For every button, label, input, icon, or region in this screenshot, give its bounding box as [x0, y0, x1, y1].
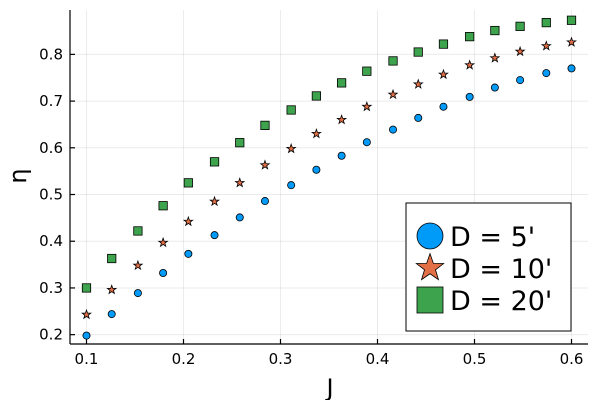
x-tick-label: 0.6 — [560, 350, 584, 368]
y-tick-label: 0.6 — [39, 139, 63, 157]
data-point — [387, 88, 399, 100]
data-point — [312, 165, 321, 174]
legend-marker — [415, 252, 445, 281]
data-point — [107, 253, 117, 264]
data-point — [182, 215, 194, 227]
axes — [69, 10, 588, 345]
data-point — [159, 268, 168, 277]
data-point — [490, 25, 500, 36]
data-point — [516, 76, 525, 85]
data-point — [337, 151, 346, 160]
data-point — [514, 45, 526, 57]
data-point — [133, 289, 142, 298]
data-point — [438, 68, 449, 80]
data-point — [362, 138, 371, 147]
legend-marker — [416, 222, 444, 250]
y-tick-label: 0.4 — [39, 232, 63, 250]
y-tick-label: 0.7 — [39, 92, 63, 110]
data-point — [540, 40, 552, 51]
data-point — [362, 66, 372, 76]
data-point — [132, 259, 144, 271]
data-point — [438, 39, 449, 49]
x-tick-label: 0.2 — [172, 350, 196, 368]
data-point — [389, 125, 398, 134]
data-point — [158, 201, 168, 211]
series-1 — [81, 36, 577, 320]
data-point — [235, 213, 244, 222]
data-point — [310, 128, 322, 139]
data-point — [106, 284, 118, 295]
data-point — [465, 92, 474, 101]
data-point — [183, 178, 193, 188]
legend-marker — [416, 286, 444, 314]
data-point — [286, 105, 296, 115]
data-points — [81, 15, 577, 340]
data-point — [184, 249, 193, 258]
legend-label: D = 5' — [450, 222, 535, 253]
x-tick-label: 0.5 — [463, 350, 487, 368]
data-point — [235, 138, 245, 148]
data-point — [285, 143, 297, 154]
data-point — [388, 56, 398, 66]
data-point — [490, 83, 499, 92]
y-tick-label: 0.8 — [39, 45, 63, 63]
data-point — [260, 197, 269, 206]
data-point — [567, 64, 576, 73]
data-point — [210, 231, 219, 240]
data-point — [413, 47, 423, 57]
data-point — [489, 52, 501, 63]
data-point — [107, 310, 116, 319]
y-tick-label: 0.3 — [39, 279, 63, 297]
data-point — [82, 331, 91, 340]
data-point — [81, 283, 92, 293]
data-point — [287, 181, 296, 190]
legend-label: D = 20' — [450, 286, 552, 317]
legend-label: D = 10' — [450, 254, 552, 285]
data-point — [566, 15, 577, 25]
data-point — [209, 157, 220, 167]
data-point — [439, 102, 448, 111]
data-point — [81, 308, 92, 320]
data-point — [541, 18, 551, 28]
data-point — [259, 159, 271, 170]
x-tick-label: 0.4 — [366, 350, 390, 368]
data-point — [337, 78, 347, 88]
data-point — [464, 59, 476, 70]
x-axis-label: J — [324, 374, 333, 400]
y-tick-labels: 0.2 0.3 0.4 0.5 0.6 0.7 0.8 — [39, 45, 63, 343]
y-tick-label: 0.2 — [39, 326, 63, 344]
data-point — [209, 195, 220, 207]
data-point — [361, 100, 373, 112]
data-point — [311, 91, 321, 101]
data-point — [566, 36, 577, 47]
data-point — [412, 78, 424, 89]
series-0 — [82, 64, 576, 340]
data-point — [542, 69, 551, 78]
x-tick-labels: 0.1 0.2 0.3 0.4 0.5 0.6 — [75, 350, 584, 368]
data-point — [336, 114, 348, 125]
y-tick-label: 0.5 — [39, 186, 63, 204]
data-point — [133, 226, 143, 236]
legend: D = 5'D = 10'D = 20' — [405, 202, 572, 332]
data-point — [515, 21, 525, 31]
data-point — [234, 177, 246, 188]
data-point — [260, 120, 270, 130]
data-point — [414, 113, 423, 122]
data-point — [157, 236, 169, 248]
x-tick-label: 0.3 — [269, 350, 293, 368]
x-tick-label: 0.1 — [75, 350, 99, 368]
series-2 — [81, 15, 577, 293]
data-point — [465, 32, 475, 42]
y-axis-label: η — [4, 168, 32, 183]
